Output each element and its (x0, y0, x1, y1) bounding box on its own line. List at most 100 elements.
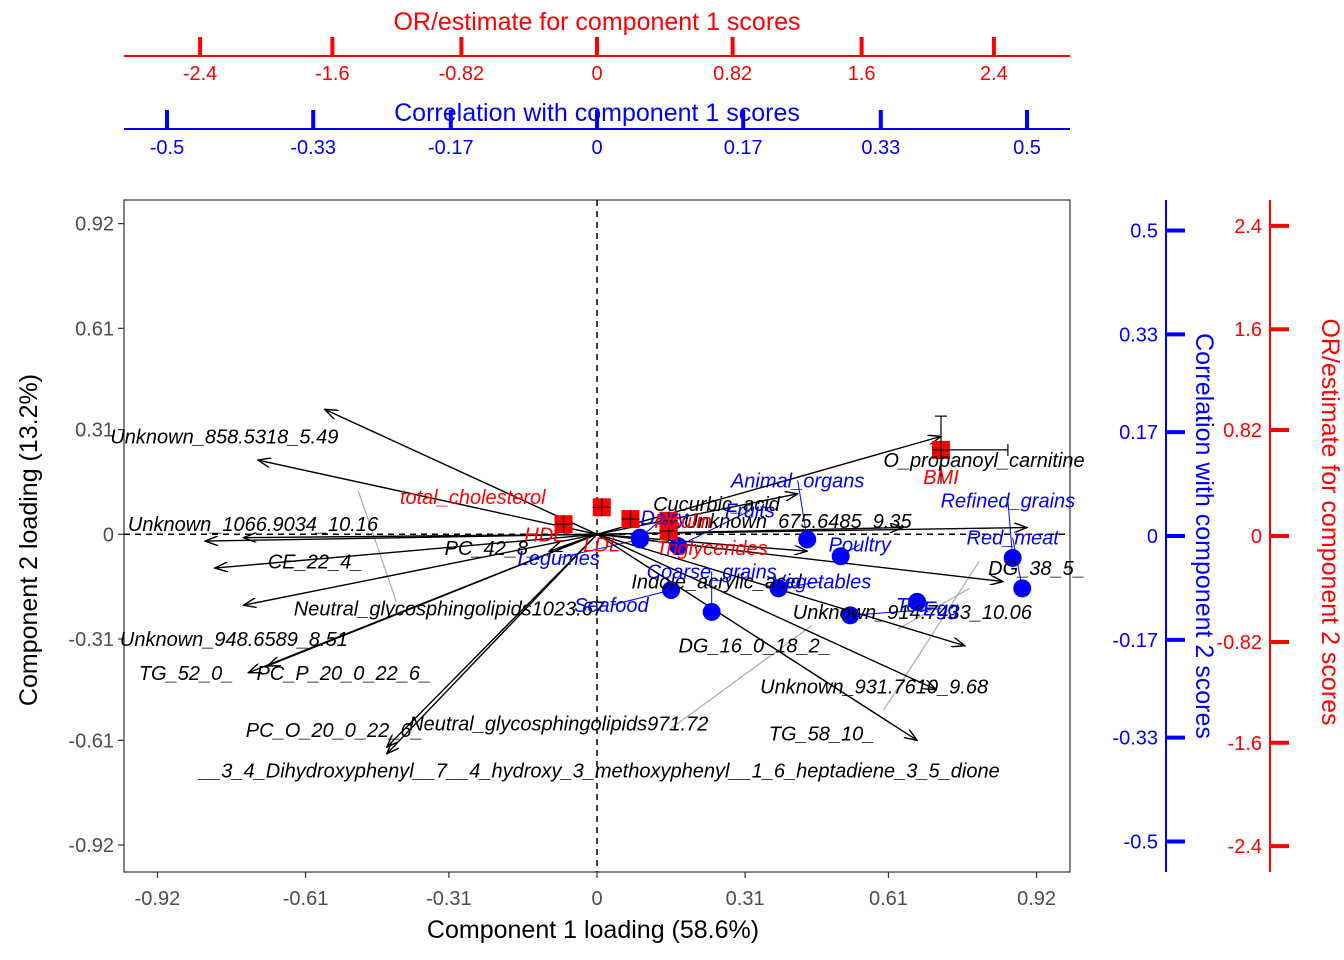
loading-label-unknown-914-7433-10-06: Unknown_914.7433_10.06 (793, 602, 1033, 624)
or-points (554, 415, 1009, 540)
corr-label-seafood: Seafood (574, 595, 649, 617)
x-axis-title: Component 1 loading (58.6%) (427, 916, 759, 944)
loading-arrow-neutral-glycosphingolipids971-72 (387, 533, 598, 753)
top_axis_or-tick-label: 0 (591, 63, 602, 85)
y-tick-label: 0.92 (75, 214, 114, 236)
loading-guide-line (668, 625, 813, 731)
loading-label-unknown-931-7610-9-68: Unknown_931.7610_9.68 (760, 676, 988, 698)
corr-label-poultry: Poultry (829, 534, 892, 556)
right_axis_or-tick-label: 0 (1251, 526, 1262, 548)
correlation-points (631, 528, 1032, 625)
loading-label-unknown-858-5318-5-49: Unknown_858.5318_5.49 (110, 426, 338, 448)
corr-label-red-meat: Red_meat (967, 528, 1061, 550)
x-tick-label: -0.92 (135, 888, 181, 910)
corr-label-animal-organs: Animal_organs (730, 470, 864, 492)
y-axis-ticks: -0.92 -0.61 -0.31 0 0.31 0.61 0.92 (68, 214, 124, 857)
loading-guide-line (357, 490, 397, 603)
corr-label-fruits: Fruits (725, 501, 775, 523)
loading-label-dg-38-5: DG_38_5_ (988, 558, 1085, 580)
corr-point-legumes (631, 530, 649, 549)
corr-guide-refined-grains (1007, 500, 1014, 558)
right-corr-axis: 0.5 0.33 0.17 0 -0.17 -0.33 -0.5 Correlation w… (1112, 200, 1218, 872)
top_axis_corr-tick-label: -0.33 (290, 137, 336, 159)
loading-label-o-propanoyl-carnitine: O_propanoyl_carnitine (883, 450, 1084, 472)
right_axis_corr-tick-label: 0.33 (1119, 324, 1158, 346)
loading-label-neutral-glycosphingolipids1023-67: Neutral_glycosphingolipids1023.67 (294, 599, 605, 621)
loading-arrow-unknown-931-7610-9-68 (596, 533, 936, 689)
corr-label-coarse-grains: Coarse_grains (647, 561, 777, 583)
loading-label-pc-42-8: PC_42_8_ (445, 538, 540, 560)
or-label-ldl: LDL (583, 534, 620, 556)
loading-arrows (205, 409, 1027, 753)
right_axis_corr-tick-label: -0.5 (1124, 831, 1158, 853)
x-tick-label: 0.31 (726, 888, 765, 910)
y-axis-title: Component 2 loading (13.2%) (15, 374, 43, 706)
loading-label-3-4-dihydroxyphenyl-7-4-hydroxy-3-methoxyphenyl-1-6-heptadiene-3-5-dione: __3_4_Dihydroxyphenyl__7__4_hydroxy_3_me… (197, 761, 1000, 783)
x-tick-label: -0.31 (426, 888, 472, 910)
right_axis_corr-tick-label: 0.5 (1130, 221, 1158, 243)
top_axis_corr-tick-label: 0.17 (724, 137, 763, 159)
or-label-total-cholesterol: total_cholesterol (400, 487, 546, 509)
right_axis_corr-tick-label: -0.33 (1112, 728, 1158, 750)
x-axis-ticks: -0.92 -0.61 -0.31 0 0.31 0.61 0.92 (135, 872, 1056, 910)
top_axis_or-tick-label: 0.82 (713, 63, 752, 85)
top-or-axis-title: OR/estimate for component 1 scores (393, 8, 800, 36)
right-or-axis-title: OR/estimate for component 2 scores (1316, 318, 1344, 725)
right_axis_corr-tick-label: 0.17 (1119, 422, 1158, 444)
top_axis_corr-tick-label: 0.5 (1013, 137, 1041, 159)
corr-point-seafood (662, 581, 681, 600)
y-tick-label: -0.31 (68, 629, 114, 651)
top_axis_or-tick-label: 2.4 (980, 63, 1008, 85)
top_axis_corr-tick-label: 0 (591, 137, 602, 159)
corr-point-tea (908, 592, 927, 611)
right_axis_or-tick-label: 1.6 (1234, 319, 1262, 341)
top_axis_corr-tick-label: -0.5 (150, 137, 184, 159)
corr-label-legumes: Legumes (518, 548, 600, 570)
corr-point-refined-grains (1003, 548, 1022, 567)
loading-arrow-3-4-dihydroxyphenyl-7-4-hydroxy-3-methoxyphenyl-1-6-heptadiene-3-5-dione (549, 533, 598, 551)
or-label-bmi: BMI (923, 467, 959, 489)
loading-label-unknown-675-6485-9-35: Unknown_675.6485_9.35 (684, 511, 913, 533)
x-tick-label: 0 (591, 888, 602, 910)
top-or-axis: OR/estimate for component 1 scores -2.4-… (124, 8, 1070, 85)
x-tick-label: -0.61 (283, 888, 329, 910)
loading-label-neutral-glycosphingolipids971-72: Neutral_glycosphingolipids971.72 (409, 713, 708, 735)
top_axis_corr-tick-label: 0.33 (861, 137, 900, 159)
right-corr-axis-title: Correlation with component 2 scores (1190, 333, 1218, 739)
y-tick-label: 0 (103, 524, 114, 546)
top-corr-ticks: -0.5 -0.33 -0.17 0 0.17 0.33 0.5 (150, 110, 1041, 159)
corr-point-fruits (669, 537, 688, 556)
right_axis_or-tick-label: -2.4 (1228, 836, 1262, 858)
corr-guide-fruits (678, 510, 751, 547)
or-label-triglycerides: Triglycerides (656, 538, 768, 560)
right_axis_or-tick-label: 0.82 (1223, 420, 1262, 442)
right-or-ticks: 2.4 1.6 0.82 0 -0.82 -1.6 -2.4 (1216, 216, 1289, 858)
plot-panel: -0.92 -0.61 -0.31 0 0.31 0.61 0.92 -0.92-0.61-… (68, 199, 1085, 910)
right_axis_corr-tick-label: 0 (1147, 526, 1158, 548)
corr-point-vegetables (769, 579, 788, 598)
loading-label-unknown-948-6589-8-51: Unknown_948.6589_8.51 (120, 629, 348, 651)
top_axis_or-tick-label: -1.6 (315, 63, 349, 85)
top-or-ticks: -2.4 -1.6 -0.82 0 0.82 1.6 2.4 (183, 37, 1008, 85)
top-corr-axis: Correlation with component 1 scores -0.5… (124, 99, 1070, 159)
corr-guide-legumes (558, 538, 641, 559)
loading-arrow-pc-p-20-0-22-6 (267, 533, 598, 666)
loading-label-tg-58-10: TG_58_10_ (769, 724, 875, 746)
right_axis_or-tick-label: -1.6 (1228, 733, 1262, 755)
loading-arrow-tg-58-10 (596, 533, 917, 740)
x-tick-label: 0.61 (869, 888, 908, 910)
corr-point-coarse-grains (702, 602, 721, 621)
loading-arrow-neutral-glycosphingolipids1023-67 (243, 533, 598, 605)
corr-point-egg (841, 606, 860, 625)
loading-label-pc-p-20-0-22-6: PC_P_20_0_22_6_ (256, 663, 431, 685)
y-tick-label: 0.31 (75, 420, 114, 442)
loading-label-unknown-1066-9034-10-16: Unknown_1066.9034_10.16 (128, 514, 379, 536)
loading-arrow-unknown-858-5318-5-49 (325, 409, 598, 535)
top_axis_or-tick-label: -0.82 (439, 63, 485, 85)
loading-arrow-unknown-948-6589-8-51 (258, 460, 598, 535)
or-label-hdl: HDL (524, 524, 564, 546)
right-or-axis: 2.4 1.6 0.82 0 -0.82 -1.6 -2.4 OR/estimate for… (1216, 200, 1344, 872)
corr-guide-seafood (611, 589, 672, 606)
corr-label-refined-grains: Refined_grains (941, 491, 1076, 513)
